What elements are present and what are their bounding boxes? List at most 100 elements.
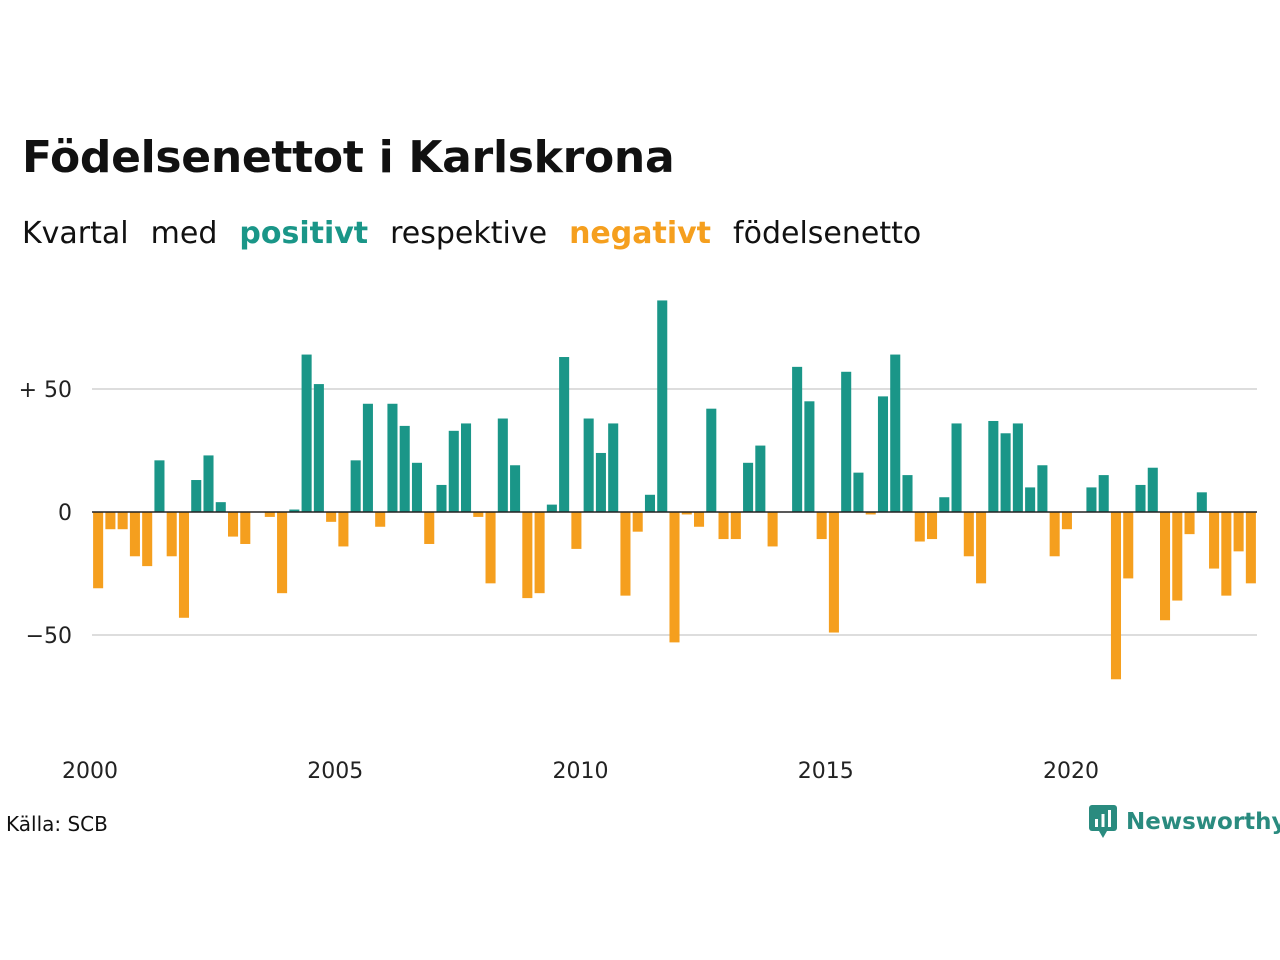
bar <box>927 512 938 540</box>
bar <box>1123 512 1134 579</box>
bar <box>1049 512 1060 557</box>
bar <box>105 512 116 530</box>
bar <box>1221 512 1232 596</box>
bar <box>301 354 312 512</box>
bar <box>792 366 803 512</box>
bar <box>191 480 202 512</box>
bars <box>93 300 1256 680</box>
bar <box>411 462 423 512</box>
bar <box>681 512 692 515</box>
bar <box>914 512 925 542</box>
bar <box>951 423 962 512</box>
bar <box>1135 484 1146 512</box>
bar <box>804 401 815 512</box>
subtitle-word: Kvartal <box>22 216 129 251</box>
bar <box>828 512 839 633</box>
bar <box>117 512 128 530</box>
bar <box>890 354 901 512</box>
bar <box>632 512 643 532</box>
bar <box>326 512 337 522</box>
bar <box>93 512 104 589</box>
newsworthy-logo-icon <box>1089 805 1117 838</box>
bar <box>988 420 999 512</box>
bar <box>424 512 435 544</box>
bar <box>865 512 876 515</box>
bar <box>166 512 177 557</box>
bar <box>963 512 974 557</box>
bar <box>1086 487 1097 512</box>
bar <box>1037 465 1048 512</box>
bar <box>1000 433 1011 512</box>
x-tick-label: 2005 <box>307 759 363 784</box>
subtitle-word: respektive <box>390 216 548 251</box>
bar <box>387 403 398 512</box>
bar <box>718 512 729 540</box>
bar <box>1025 487 1036 512</box>
subtitle-word: med <box>150 216 218 251</box>
bar <box>448 430 459 512</box>
source-note: Källa: SCB <box>6 812 108 836</box>
bar <box>743 462 754 512</box>
x-tick-label: 2015 <box>798 759 854 784</box>
bar <box>497 418 508 512</box>
bar <box>706 408 717 512</box>
chart-subtitle: Kvartal med positivt respektive negativt föde… <box>22 216 943 251</box>
bar <box>203 455 214 512</box>
brand-logo: Newsworthy <box>1088 804 1280 840</box>
bar <box>485 512 496 584</box>
chart-title: Födelsenettot i Karlskrona <box>22 132 675 183</box>
bar <box>473 512 484 517</box>
bar <box>436 484 447 512</box>
bar <box>1160 512 1171 621</box>
bar <box>1233 512 1244 552</box>
bar <box>1196 492 1207 512</box>
bar <box>510 465 521 512</box>
bar <box>399 425 410 512</box>
bar <box>583 418 594 512</box>
bar <box>694 512 705 527</box>
bar <box>1110 512 1122 680</box>
bar <box>669 512 680 643</box>
bar <box>375 512 386 527</box>
bar <box>730 512 741 540</box>
bar <box>902 475 913 512</box>
subtitle-positive-label: positivt <box>239 216 369 251</box>
bar <box>571 512 582 549</box>
bar <box>178 512 190 618</box>
bar <box>338 512 349 547</box>
bar <box>289 509 300 512</box>
bar <box>461 423 472 512</box>
bar <box>215 502 226 512</box>
subtitle-negative-label: negativt <box>569 216 712 251</box>
bar <box>522 512 533 599</box>
bar <box>841 371 852 512</box>
bar <box>228 512 239 537</box>
bar <box>767 512 778 547</box>
bar <box>1012 423 1023 512</box>
bar <box>1147 467 1158 512</box>
bar <box>853 472 864 512</box>
bar <box>1098 475 1109 512</box>
x-tick-label: 2010 <box>553 759 609 784</box>
y-tick-label: 0 <box>58 501 72 526</box>
x-tick-label: 2000 <box>62 759 118 784</box>
bar <box>313 384 324 512</box>
y-tick-label: −50 <box>26 624 72 649</box>
bar <box>657 300 668 512</box>
bar <box>264 512 275 517</box>
x-tick-label: 2020 <box>1043 759 1099 784</box>
bar <box>142 512 153 567</box>
bar <box>559 357 570 512</box>
bar <box>939 497 950 512</box>
bar <box>362 403 373 512</box>
bar <box>595 452 606 512</box>
brand-name: Newsworthy <box>1126 809 1280 835</box>
y-tick-label: + 50 <box>19 378 72 403</box>
bar <box>1172 512 1183 601</box>
bar <box>1245 512 1256 584</box>
bar <box>644 494 656 512</box>
subtitle-word: födelsenetto <box>733 216 922 251</box>
bar <box>534 512 545 594</box>
bar <box>1061 512 1072 530</box>
bar <box>976 512 987 584</box>
